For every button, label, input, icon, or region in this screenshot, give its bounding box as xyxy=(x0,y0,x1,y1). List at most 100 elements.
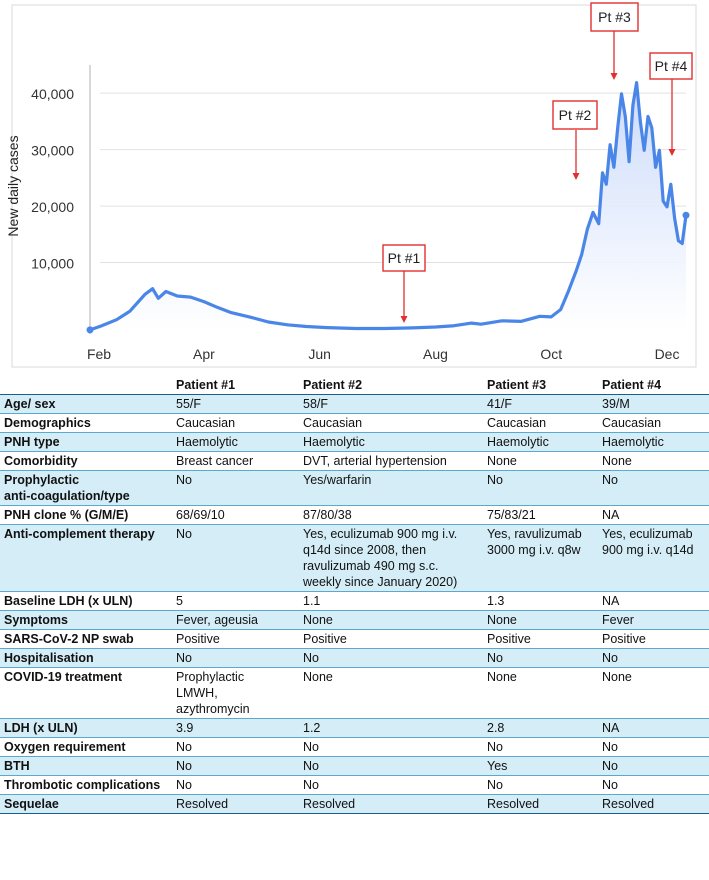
row-label: BTH xyxy=(0,756,172,776)
table-row: PNH type Haemolytic Haemolytic Haemolytic Ha… xyxy=(0,432,709,452)
annotation-arrow-head xyxy=(572,173,580,180)
row-label: Hospitalisation xyxy=(0,648,172,668)
table-cell: Haemolytic xyxy=(598,432,709,452)
table-cell: No xyxy=(172,470,299,506)
table-cell: Resolved xyxy=(598,794,709,814)
table-cell: 5 xyxy=(172,591,299,611)
annotation-arrow-head xyxy=(400,316,408,323)
table-row: PNH clone % (G/M/E) 68/69/10 87/80/38 75/83… xyxy=(0,505,709,525)
annotation-box xyxy=(552,100,598,130)
table-cell: None xyxy=(299,610,483,630)
table-row: COVID-19 treatment Prophylactic LMWH, azyth… xyxy=(0,667,709,719)
x-tick-label: Feb xyxy=(87,346,111,362)
table-cell: Fever xyxy=(598,610,709,630)
table-cell: Positive xyxy=(483,629,598,649)
covid-daily-cases-chart: 10,000 20,000 30,000 40,000 Feb Apr Jun Aug Oct… xyxy=(0,0,709,372)
row-label: LDH (x ULN) xyxy=(0,718,172,738)
table-cell: No xyxy=(483,775,598,795)
patient-annotations: Pt #1 Pt #2 Pt #3 Pt #4 xyxy=(382,2,693,323)
annotation-pt-4: Pt #4 xyxy=(649,52,693,156)
x-tick-label: Oct xyxy=(540,346,562,362)
row-label: Prophylactic anti-coagulation/type xyxy=(0,470,172,506)
table-cell: 1.1 xyxy=(299,591,483,611)
table-cell: No xyxy=(299,648,483,668)
y-tick-labels: 10,000 20,000 30,000 40,000 xyxy=(31,86,74,271)
table-row: Age/ sex 55/F 58/F 41/F 39/M xyxy=(0,394,709,414)
row-label: PNH type xyxy=(0,432,172,452)
table-cell: Positive xyxy=(299,629,483,649)
row-label: Symptoms xyxy=(0,610,172,630)
table-cell: None xyxy=(299,667,483,719)
table-cell: Resolved xyxy=(299,794,483,814)
y-tick-label: 30,000 xyxy=(31,143,74,159)
row-label: Age/ sex xyxy=(0,394,172,414)
table-cell: No xyxy=(172,648,299,668)
table-cell: Fever, ageusia xyxy=(172,610,299,630)
row-label: Thrombotic complications xyxy=(0,775,172,795)
table-cell: 75/83/21 xyxy=(483,505,598,525)
table-row: Comorbidity Breast cancer DVT, arterial hy… xyxy=(0,451,709,471)
table-cell: Caucasian xyxy=(483,413,598,433)
table-cell: Positive xyxy=(172,629,299,649)
table-cell: 58/F xyxy=(299,394,483,414)
row-label: Demographics xyxy=(0,413,172,433)
row-label: Sequelae xyxy=(0,794,172,814)
x-tick-label: Dec xyxy=(655,346,680,362)
column-header: Patient #2 xyxy=(299,375,483,395)
row-label: PNH clone % (G/M/E) xyxy=(0,505,172,525)
row-label: Oxygen requirement xyxy=(0,737,172,757)
annotation-label: Pt #1 xyxy=(388,250,421,266)
x-tick-label: Apr xyxy=(193,346,215,362)
table-cell: No xyxy=(598,756,709,776)
table-cell: No xyxy=(598,737,709,757)
data-point xyxy=(682,211,690,219)
y-tick-label: 20,000 xyxy=(31,199,74,215)
table-cell: 39/M xyxy=(598,394,709,414)
patient-characteristics-table: Patient #1 Patient #2 Patient #3 Patient #4… xyxy=(0,375,709,814)
annotation-pt-3: Pt #3 xyxy=(590,2,639,80)
y-tick-label: 40,000 xyxy=(31,86,74,102)
table-cell: 87/80/38 xyxy=(299,505,483,525)
table-cell: Resolved xyxy=(172,794,299,814)
table-row: Symptoms Fever, ageusia None None Fever xyxy=(0,610,709,630)
chart-svg: 10,000 20,000 30,000 40,000 Feb Apr Jun Aug Oct… xyxy=(5,2,697,368)
table-cell: No xyxy=(598,648,709,668)
table-cell: No xyxy=(172,524,299,592)
table-cell: NA xyxy=(598,505,709,525)
table-row: Anti-complement therapy No Yes, eculizumab… xyxy=(0,524,709,592)
table-row: Prophylactic anti-coagulation/type No Yes/w… xyxy=(0,470,709,506)
table-cell: Yes xyxy=(483,756,598,776)
table-cell: Yes, eculizumab 900 mg i.v. q14d xyxy=(598,524,709,592)
table-cell: Yes/warfarin xyxy=(299,470,483,506)
table-cell: Yes, ravulizumab 3000 mg i.v. q8w xyxy=(483,524,598,592)
annotation-box xyxy=(590,2,639,32)
table-cell: 68/69/10 xyxy=(172,505,299,525)
table-cell: No xyxy=(299,775,483,795)
annotation-arrow-head xyxy=(668,149,676,156)
row-label: Baseline LDH (x ULN) xyxy=(0,591,172,611)
table-cell: Breast cancer xyxy=(172,451,299,471)
x-tick-labels: Feb Apr Jun Aug Oct Dec xyxy=(87,346,680,362)
table-row: SARS-CoV-2 NP swab Positive Positive Positi… xyxy=(0,629,709,649)
annotation-pt-1: Pt #1 xyxy=(382,244,426,323)
annotation-label: Pt #4 xyxy=(655,58,688,74)
table-cell: No xyxy=(172,775,299,795)
table-cell: Caucasian xyxy=(172,413,299,433)
row-label: Comorbidity xyxy=(0,451,172,471)
row-label: COVID-19 treatment xyxy=(0,667,172,719)
column-header: Patient #3 xyxy=(483,375,598,395)
annotation-pt-2: Pt #2 xyxy=(552,100,598,180)
column-header: Patient #4 xyxy=(598,375,709,395)
table-cell: None xyxy=(598,451,709,471)
table-cell: 2.8 xyxy=(483,718,598,738)
x-tick-label: Jun xyxy=(308,346,331,362)
table-cell: No xyxy=(299,756,483,776)
annotation-label: Pt #2 xyxy=(559,107,592,123)
table-cell: DVT, arterial hypertension xyxy=(299,451,483,471)
table-cell: Haemolytic xyxy=(299,432,483,452)
table-cell: Positive xyxy=(598,629,709,649)
table-row: BTH No No Yes No xyxy=(0,756,709,776)
table-cell: Yes, eculizumab 900 mg i.v. q14d since 20… xyxy=(299,524,483,592)
table-cell: No xyxy=(483,470,598,506)
table-cell: None xyxy=(598,667,709,719)
